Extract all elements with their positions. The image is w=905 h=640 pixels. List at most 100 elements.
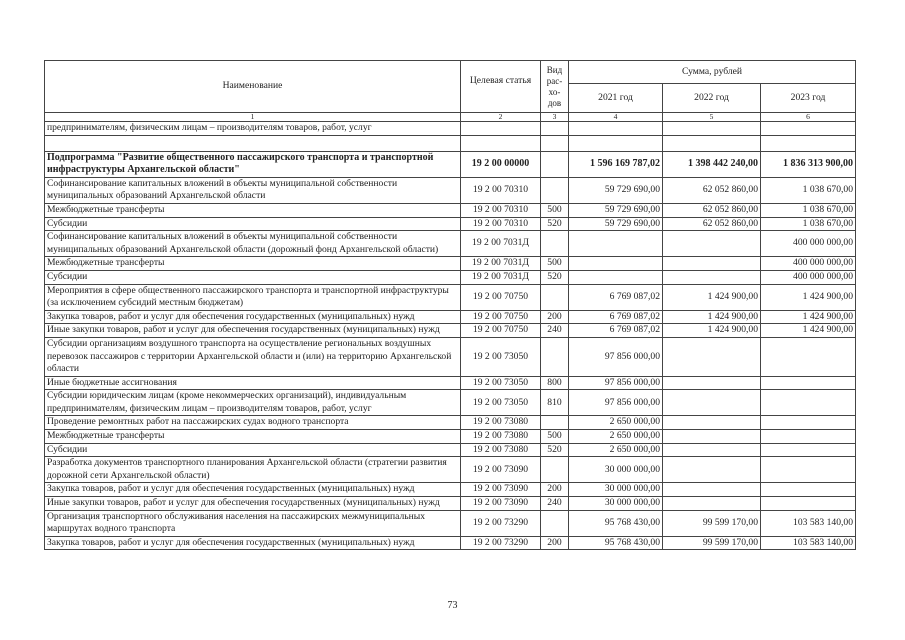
row-vid: 810 <box>540 389 569 417</box>
header-code: Целевая статья <box>460 60 541 113</box>
row-2022: 1 398 442 240,00 <box>662 150 761 178</box>
row-code: 19 2 00 73080 <box>460 429 541 444</box>
row-code <box>460 134 541 152</box>
table-row: Мероприятия в сфере общественного пассаж… <box>44 283 857 311</box>
row-name: Разработка документов транспортного план… <box>44 456 461 484</box>
row-2021: 30 000 000,00 <box>568 482 663 498</box>
row-vid: 240 <box>540 323 569 338</box>
row-2023 <box>759 496 857 511</box>
row-2023: 1 424 900,00 <box>759 309 857 325</box>
row-name: Иные закупки товаров, работ и услуг для … <box>44 496 461 511</box>
row-2021: 59 729 690,00 <box>568 216 663 232</box>
header-2021: 2021 год <box>568 83 663 113</box>
row-vid <box>540 456 569 484</box>
index-cell: 1 <box>44 112 461 122</box>
row-code <box>460 121 541 136</box>
row-2023 <box>759 415 857 431</box>
row-2023: 400 000 000,00 <box>759 269 857 285</box>
table-row: Закупка товаров, работ и услуг для обесп… <box>44 309 857 325</box>
row-2022: 62 052 860,00 <box>662 176 761 204</box>
row-name: Субсидии <box>44 269 461 285</box>
row-2023: 1 038 670,00 <box>759 216 857 232</box>
table-row: Иные бюджетные ассигнования 19 2 00 73050… <box>44 375 857 391</box>
row-2023 <box>759 456 857 484</box>
row-2021: 2 650 000,00 <box>568 442 663 458</box>
row-2021: 59 729 690,00 <box>568 176 663 204</box>
row-2021: 30 000 000,00 <box>568 456 663 484</box>
row-vid <box>540 121 569 136</box>
row-code: 19 2 00 7031Д <box>460 269 541 285</box>
row-2022 <box>662 256 761 271</box>
row-name: Субсидии <box>44 216 461 232</box>
row-vid <box>540 283 569 311</box>
table-row: Межбюджетные трансферты 19 2 00 70310 500 5… <box>44 202 857 218</box>
row-code: 19 2 00 73080 <box>460 442 541 458</box>
row-2021: 6 769 087,02 <box>568 283 663 311</box>
row-2021: 97 856 000,00 <box>568 336 663 377</box>
row-2021: 1 596 169 787,02 <box>568 150 663 178</box>
row-2023: 1 038 670,00 <box>759 176 857 204</box>
column-index-row: 1 2 3 4 5 6 <box>44 112 857 122</box>
row-code: 19 2 00 73290 <box>460 535 541 551</box>
header-2022: 2022 год <box>662 83 761 113</box>
table-row: Субсидии организациям воздушного транспо… <box>44 336 857 377</box>
row-name: Закупка товаров, работ и услуг для обесп… <box>44 482 461 498</box>
row-vid: 500 <box>540 202 569 218</box>
row-2022 <box>662 336 761 377</box>
row-name: Межбюджетные трансферты <box>44 429 461 444</box>
row-2022 <box>662 230 761 258</box>
row-name: Закупка товаров, работ и услуг для обесп… <box>44 309 461 325</box>
row-2022 <box>662 415 761 431</box>
row-2023 <box>759 336 857 377</box>
row-code: 19 2 00 73090 <box>460 482 541 498</box>
row-2023: 1 424 900,00 <box>759 323 857 338</box>
table-row: Закупка товаров, работ и услуг для обесп… <box>44 535 857 551</box>
row-code: 19 2 00 00000 <box>460 150 541 178</box>
row-vid <box>540 230 569 258</box>
row-2022 <box>662 121 761 136</box>
row-2021: 97 856 000,00 <box>568 389 663 417</box>
row-name: предпринимателям, физическим лицам – про… <box>44 121 461 136</box>
row-code: 19 2 00 73050 <box>460 375 541 391</box>
table-row <box>44 134 857 152</box>
table-row: Субсидии 19 2 00 70310 520 59 729 690,00 62 … <box>44 216 857 232</box>
table-row: Подпрограмма "Развитие общественного пас… <box>44 150 857 178</box>
row-2023: 1 038 670,00 <box>759 202 857 218</box>
row-vid: 240 <box>540 496 569 511</box>
row-name: Организация транспортного обслуживания н… <box>44 509 461 537</box>
header-vid: Вид рас-хо-дов <box>540 60 569 113</box>
row-2023: 103 583 140,00 <box>759 535 857 551</box>
row-code: 19 2 00 70750 <box>460 323 541 338</box>
row-2023 <box>759 429 857 444</box>
row-2021: 59 729 690,00 <box>568 202 663 218</box>
row-vid <box>540 150 569 178</box>
row-2022: 1 424 900,00 <box>662 283 761 311</box>
row-2021 <box>568 256 663 271</box>
row-vid: 500 <box>540 429 569 444</box>
row-2022 <box>662 269 761 285</box>
row-2023: 1 424 900,00 <box>759 283 857 311</box>
row-2022 <box>662 496 761 511</box>
row-code: 19 2 00 73290 <box>460 509 541 537</box>
table-row: Субсидии юридическим лицам (кроме некомм… <box>44 389 857 417</box>
row-code: 19 2 00 70310 <box>460 202 541 218</box>
row-2022: 1 424 900,00 <box>662 309 761 325</box>
row-2023: 400 000 000,00 <box>759 230 857 258</box>
table-row: Межбюджетные трансферты 19 2 00 73080 500 2… <box>44 429 857 444</box>
row-2023 <box>759 375 857 391</box>
budget-table: Наименование Целевая статья Вид рас-хо-д… <box>44 60 857 551</box>
row-2021: 6 769 087,02 <box>568 309 663 325</box>
row-2021: 95 768 430,00 <box>568 509 663 537</box>
table-row: Иные закупки товаров, работ и услуг для … <box>44 323 857 338</box>
row-2022: 62 052 860,00 <box>662 216 761 232</box>
table-row: Межбюджетные трансферты 19 2 00 7031Д 500 4… <box>44 256 857 271</box>
index-cell: 6 <box>759 112 857 122</box>
row-2021: 97 856 000,00 <box>568 375 663 391</box>
row-2022: 99 599 170,00 <box>662 509 761 537</box>
row-vid <box>540 509 569 537</box>
row-name: Подпрограмма "Развитие общественного пас… <box>44 150 461 178</box>
index-cell: 3 <box>540 112 569 122</box>
row-name: Субсидии <box>44 442 461 458</box>
row-name: Иные бюджетные ассигнования <box>44 375 461 391</box>
table-row: Субсидии 19 2 00 7031Д 520 400 000 000,00 <box>44 269 857 285</box>
